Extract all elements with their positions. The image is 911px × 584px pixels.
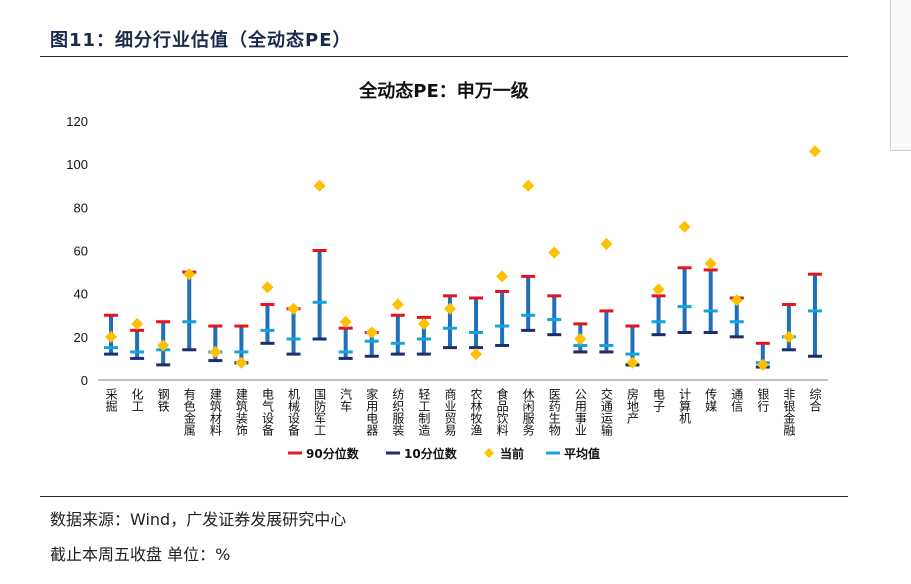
current-marker	[339, 315, 352, 328]
y-tick-label: 120	[66, 114, 88, 129]
x-category-label: 房地产	[625, 387, 639, 425]
current-marker	[443, 302, 456, 315]
x-category-label: 国防军工	[313, 388, 327, 436]
y-tick-label: 80	[74, 200, 88, 215]
side-panel-edge	[890, 0, 911, 151]
x-category-label: 综合	[808, 388, 822, 412]
y-tick-label: 0	[81, 373, 88, 388]
x-category-label: 有色金属	[182, 388, 196, 437]
x-category-label: 农林牧渔	[469, 388, 483, 436]
legend-label: 当前	[500, 446, 524, 461]
current-marker	[574, 332, 587, 345]
chart-title: 全动态PE：申万一级	[358, 80, 529, 102]
current-marker	[261, 281, 274, 294]
x-category-label: 非银金融	[782, 388, 796, 437]
x-category-label: 纺织服装	[391, 388, 405, 437]
current-marker	[287, 302, 300, 315]
y-tick-label: 60	[74, 244, 88, 259]
current-marker	[730, 294, 743, 307]
y-tick-label: 20	[74, 330, 88, 345]
current-marker	[678, 220, 691, 233]
current-marker	[209, 345, 222, 358]
x-category-label: 汽车	[339, 387, 353, 413]
current-marker	[782, 330, 795, 343]
current-marker	[600, 238, 613, 251]
current-marker	[365, 326, 378, 339]
x-category-label: 商业贸易	[443, 387, 457, 437]
x-category-label: 轻工制造	[417, 388, 431, 436]
x-category-label: 休闲服务	[521, 388, 535, 436]
x-category-label: 建筑材料	[208, 388, 222, 436]
x-category-label: 建筑装饰	[234, 388, 248, 436]
legend-swatch	[484, 448, 494, 458]
current-marker	[235, 356, 248, 369]
current-marker	[756, 358, 769, 371]
x-category-label: 传媒	[704, 387, 718, 412]
bottom-rule	[40, 496, 848, 497]
x-category-label: 计算机	[678, 388, 692, 424]
current-marker	[183, 268, 196, 281]
y-tick-label: 100	[66, 157, 88, 172]
legend-label: 平均值	[564, 446, 600, 461]
x-category-label: 钢铁	[156, 388, 170, 412]
x-category-label: 交通运输	[599, 387, 613, 437]
current-marker	[313, 179, 326, 192]
current-marker	[496, 270, 509, 283]
current-marker	[391, 298, 404, 311]
current-marker	[417, 317, 430, 330]
current-marker	[626, 356, 639, 369]
x-category-label: 电气设备	[260, 388, 274, 437]
unit-note: 截止本周五收盘 单位：%	[50, 545, 231, 564]
x-category-label: 化工	[130, 388, 144, 412]
current-marker	[652, 283, 665, 296]
x-category-label: 电子	[652, 388, 666, 412]
current-marker	[704, 257, 717, 270]
current-marker	[105, 330, 118, 343]
legend-label: 10分位数	[404, 446, 458, 461]
x-category-label: 公用事业	[573, 388, 587, 436]
current-marker	[131, 317, 144, 330]
current-marker	[548, 246, 561, 259]
source-note: 数据来源：Wind，广发证券发展研究中心	[50, 510, 347, 529]
x-category-label: 机械设备	[287, 388, 301, 437]
current-marker	[808, 145, 821, 158]
figure-title: 图11：细分行业估值（全动态PE）	[50, 30, 352, 51]
x-category-label: 食品饮料	[495, 387, 509, 436]
x-category-label: 医药生物	[547, 388, 561, 436]
current-marker	[470, 348, 483, 361]
top-rule	[40, 56, 848, 57]
current-marker	[157, 339, 170, 352]
pe-range-chart: 全动态PE：申万一级 0 20 40 60 80 100 120 采掘 化工 钢铁 有色金属 建筑材料建…	[66, 80, 828, 461]
x-category-label: 采掘	[104, 388, 118, 413]
x-category-label: 通信	[730, 388, 744, 413]
y-tick-label: 40	[74, 287, 88, 302]
legend-label: 90分位数	[306, 446, 360, 461]
x-category-label: 银行	[756, 388, 770, 412]
current-marker	[522, 179, 535, 192]
x-category-label: 家用电器	[365, 387, 379, 437]
